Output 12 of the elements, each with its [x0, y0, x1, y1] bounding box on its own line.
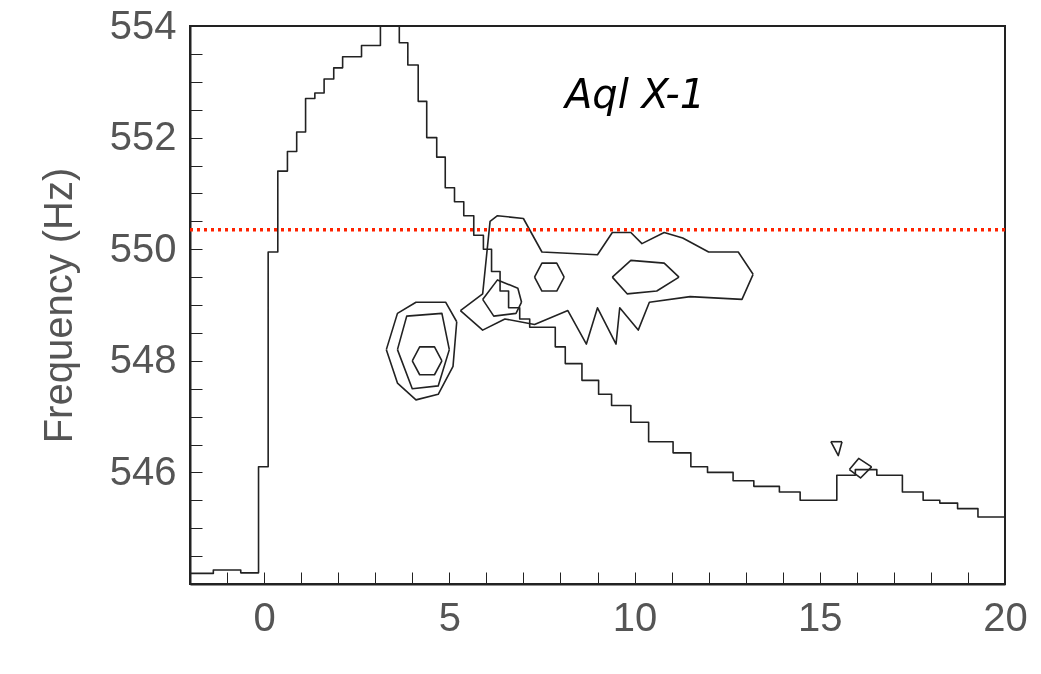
- x-tick-label: 0: [253, 594, 276, 639]
- x-tick-label: 5: [438, 594, 461, 639]
- x-tick-label: 15: [798, 594, 843, 639]
- y-tick-label: 548: [109, 337, 177, 382]
- x-tick-label: 10: [612, 594, 658, 639]
- y-tick-label: 552: [109, 114, 177, 159]
- y-axis-title: Frequency (Hz): [35, 167, 80, 444]
- y-tick-label: 554: [109, 2, 177, 47]
- y-tick-label: 550: [109, 225, 177, 270]
- y-tick-label: 546: [109, 448, 177, 493]
- annotation: Aql X-1: [561, 71, 706, 117]
- x-tick-label: 20: [983, 594, 1028, 639]
